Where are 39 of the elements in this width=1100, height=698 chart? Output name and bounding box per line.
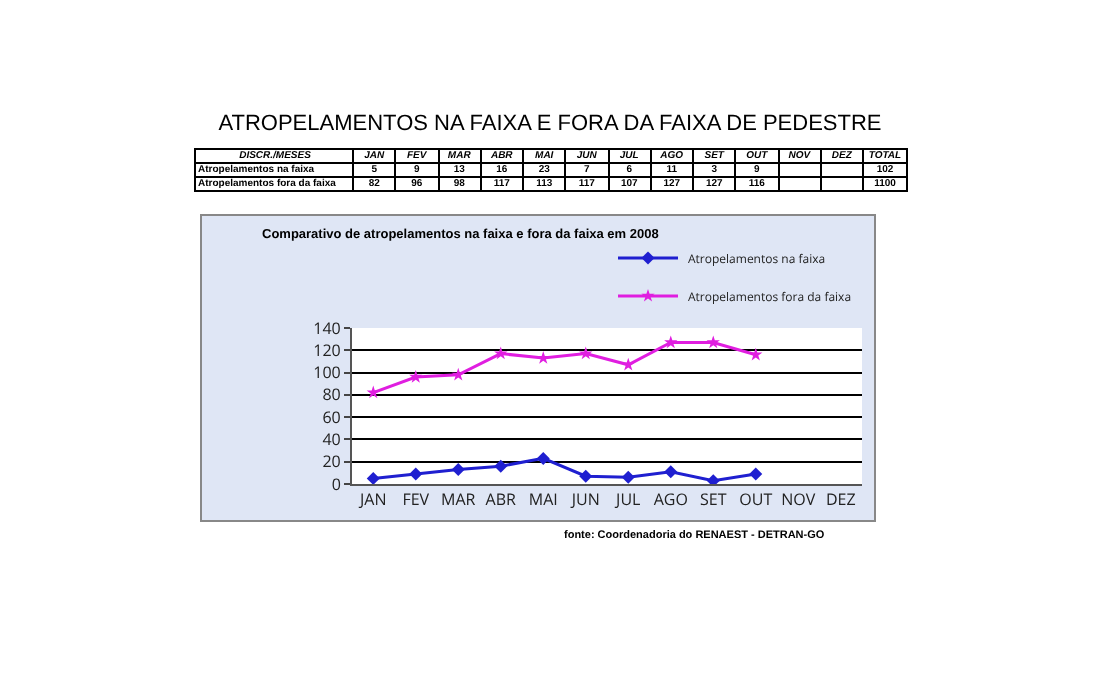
point bbox=[664, 465, 678, 479]
x-tick-label: MAR bbox=[441, 489, 476, 512]
y-tick-label: 0 bbox=[331, 473, 342, 496]
point bbox=[579, 346, 593, 360]
y-tick-label: 20 bbox=[322, 451, 342, 474]
x-tick-label: AGO bbox=[653, 489, 688, 512]
point bbox=[409, 467, 423, 481]
y-tick-label: 120 bbox=[313, 339, 342, 362]
point bbox=[451, 463, 465, 477]
point bbox=[409, 370, 423, 383]
point bbox=[494, 346, 508, 360]
x-tick-label: FEV bbox=[402, 489, 430, 512]
point bbox=[494, 459, 508, 473]
x-tick-label: JUN bbox=[569, 489, 600, 512]
y-tick-label: 80 bbox=[322, 384, 342, 407]
x-tick-label: NOV bbox=[781, 489, 816, 512]
point bbox=[621, 470, 635, 484]
x-tick-label: OUT bbox=[739, 489, 774, 512]
x-tick-label: JAN bbox=[358, 489, 387, 512]
point bbox=[706, 474, 720, 484]
point bbox=[664, 335, 678, 349]
chart-title: ATROPELAMENTOS NA FAIXA E FORA DA FAIXA DE PEDESTRE bbox=[216, 112, 884, 136]
x-tick-label: ABR bbox=[485, 489, 517, 512]
y-tick-label: 140 bbox=[313, 317, 342, 340]
point bbox=[749, 347, 763, 361]
y-tick-label: 40 bbox=[322, 429, 342, 452]
x-tick-label: MAI bbox=[528, 489, 558, 512]
point bbox=[536, 451, 550, 465]
point bbox=[706, 335, 720, 349]
y-tick-label: 60 bbox=[322, 406, 342, 429]
x-tick-label: DEZ bbox=[825, 489, 857, 512]
point bbox=[579, 469, 593, 483]
x-tick-label: SET bbox=[700, 489, 728, 512]
point bbox=[366, 471, 380, 484]
point bbox=[749, 467, 763, 481]
y-tick-label: 100 bbox=[313, 362, 342, 385]
x-tick-label: JUL bbox=[614, 489, 641, 512]
point bbox=[366, 385, 380, 399]
point bbox=[451, 367, 465, 381]
